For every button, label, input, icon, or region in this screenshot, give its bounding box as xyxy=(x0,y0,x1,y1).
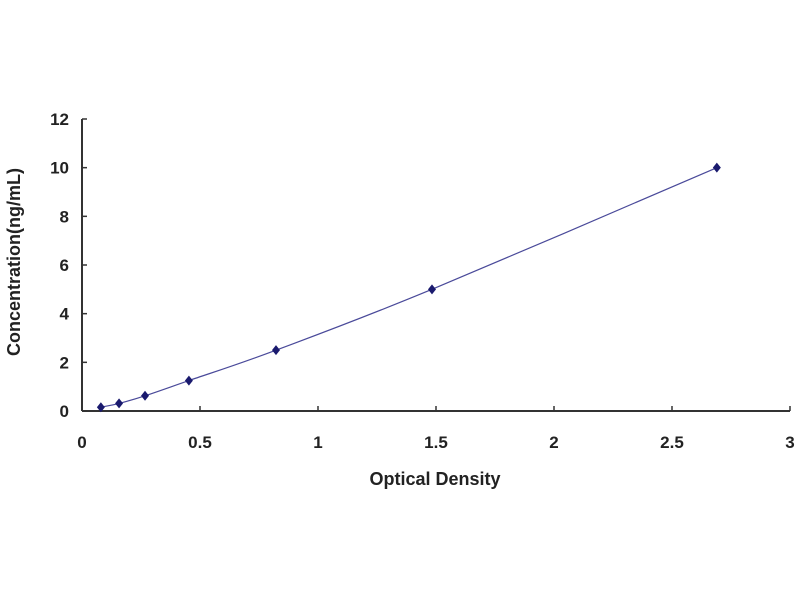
data-point xyxy=(427,284,436,295)
y-tick-label: 6 xyxy=(60,256,69,275)
y-tick-label: 2 xyxy=(60,353,69,372)
x-tick-label: 0 xyxy=(77,433,86,452)
data-point xyxy=(115,398,124,409)
y-tick-label: 8 xyxy=(60,207,69,226)
x-tick-label: 2 xyxy=(549,433,558,452)
x-tick-label: 2.5 xyxy=(660,433,684,452)
x-tick-label: 1 xyxy=(313,433,322,452)
y-tick-label: 0 xyxy=(60,402,69,421)
data-point xyxy=(141,390,150,401)
data-point xyxy=(96,402,105,413)
data-points xyxy=(96,162,721,413)
x-tick-label: 3 xyxy=(785,433,794,452)
data-point xyxy=(712,162,721,173)
trend-curve xyxy=(100,167,718,408)
y-tick-labels: 0 2 4 6 8 10 12 xyxy=(50,110,69,421)
data-point xyxy=(184,375,193,386)
y-axis-label: Concentration(ng/mL) xyxy=(4,168,24,356)
x-tick-labels: 0 0.5 1 1.5 2 2.5 3 xyxy=(77,433,794,452)
y-tick-label: 12 xyxy=(50,110,69,129)
axes xyxy=(81,118,791,412)
x-tick-label: 1.5 xyxy=(424,433,448,452)
y-tick-label: 10 xyxy=(50,159,69,178)
x-tick-label: 0.5 xyxy=(188,433,212,452)
y-tick-label: 4 xyxy=(60,305,70,324)
data-point xyxy=(271,345,280,356)
x-axis-label: Optical Density xyxy=(369,469,500,489)
